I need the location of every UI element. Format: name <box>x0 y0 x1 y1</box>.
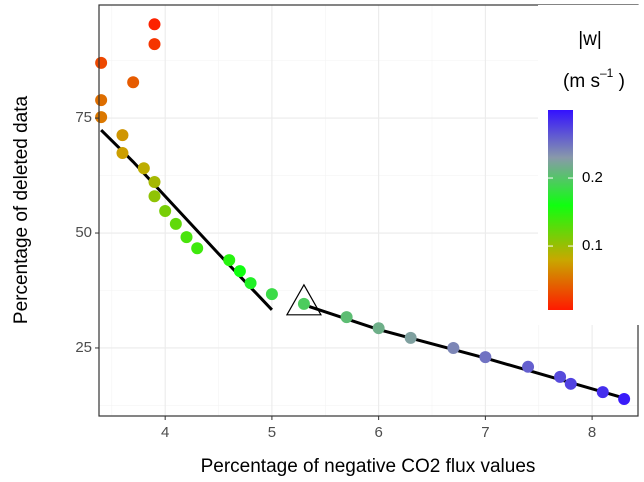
colorbar-tick-label: 0.1 <box>582 237 603 254</box>
y-tick-label: 75 <box>75 109 92 126</box>
legend-units-part: (m s <box>563 71 600 92</box>
point <box>522 360 535 373</box>
point <box>116 147 129 160</box>
x-tick-label: 4 <box>161 424 169 441</box>
point <box>148 175 161 188</box>
point <box>148 190 161 203</box>
point <box>596 386 609 399</box>
y-tick-label: 50 <box>75 224 92 241</box>
point <box>191 242 204 255</box>
point <box>265 288 278 301</box>
point <box>404 331 417 344</box>
point <box>479 351 492 364</box>
legend-units: (m s–1 ) <box>563 66 625 92</box>
point <box>95 111 108 124</box>
point <box>618 392 631 405</box>
point <box>564 377 577 390</box>
x-tick-label: 5 <box>268 424 276 441</box>
triangle-marker <box>285 283 322 316</box>
point <box>116 129 129 142</box>
point <box>148 38 161 51</box>
x-tick-label: 6 <box>374 424 382 441</box>
x-tick-label: 8 <box>588 424 596 441</box>
point <box>297 297 310 310</box>
x-axis-title: Percentage of negative CO2 flux values <box>201 456 536 477</box>
colorbar-tick-label: 0.2 <box>582 169 603 186</box>
marks <box>95 18 631 405</box>
x-tick-label: 7 <box>481 424 489 441</box>
point <box>223 254 236 267</box>
point <box>137 162 150 175</box>
point <box>127 76 140 89</box>
point <box>180 231 193 244</box>
point <box>447 341 460 354</box>
point <box>340 311 353 324</box>
point <box>159 204 172 217</box>
y-axis-title: Percentage of deleted data <box>11 95 32 324</box>
point <box>95 94 108 107</box>
legend-units-part: ) <box>613 71 625 92</box>
point <box>95 56 108 69</box>
y-tick-label: 25 <box>75 339 92 356</box>
legend: |w| (m s–1 ) 0.1 0.2 <box>548 29 625 310</box>
point <box>372 322 385 335</box>
point <box>554 370 567 383</box>
colorbar <box>548 110 573 310</box>
point <box>148 18 161 31</box>
point <box>244 277 257 290</box>
point <box>169 217 182 230</box>
legend-units-part: –1 <box>600 66 614 80</box>
legend-title: |w| <box>578 29 602 50</box>
point <box>233 265 246 278</box>
